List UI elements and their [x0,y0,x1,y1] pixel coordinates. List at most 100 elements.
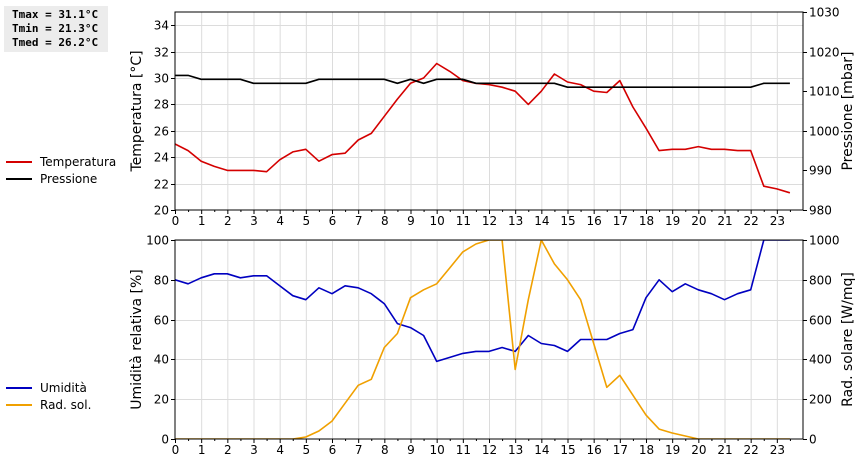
bottom-x-tick-label: 18 [639,443,654,457]
top-y-right-tick-label: 1010 [809,85,840,99]
top-y-right-tick-label: 1030 [809,6,840,20]
top-x-tick-label: 1 [198,214,206,228]
top-x-tick-label: 17 [613,214,628,228]
top-y-left-tick-label: 34 [154,19,169,33]
top-x-tick-label: 2 [224,214,232,228]
top-x-tick-label: 3 [250,214,258,228]
top-x-tick-label: 15 [560,214,575,228]
bottom-x-tick-label: 15 [560,443,575,457]
top-y-left-tick-label: 24 [154,151,169,165]
legend-item-pressione: Pressione [6,170,116,187]
top-x-tick-label: 12 [482,214,497,228]
bottom-y-left-tick-label: 20 [154,393,169,407]
top-x-tick-label: 20 [691,214,706,228]
top-y-left-axis-label: Temperatura [°C] [129,50,145,172]
top-x-tick-label: 9 [407,214,415,228]
legend-swatch-temperatura [6,160,32,163]
bottom-y-right-tick-label: 400 [809,353,832,367]
bottom-x-tick-label: 21 [717,443,732,457]
legend-label-temperatura: Temperatura [40,154,117,169]
legend-top: Temperatura Pressione [6,153,116,187]
top-y-right-tick-label: 1020 [809,46,840,60]
stats-box: Tmax = 31.1°C Tmin = 21.3°C Tmed = 26.2°… [4,6,108,52]
top-x-tick-label: 7 [355,214,363,228]
top-y-right-tick-label: 1000 [809,125,840,139]
bottom-x-tick-label: 6 [329,443,337,457]
top-x-tick-label: 6 [329,214,337,228]
bottom-x-tick-label: 3 [250,443,258,457]
bottom-y-left-tick-label: 0 [161,433,169,447]
legend-swatch-rad-sol [6,403,32,406]
legend-label-umidita: Umidità [40,380,87,395]
bottom-y-right-tick-label: 800 [809,274,832,288]
tmed-label: Tmed = 26.2°C [12,36,99,49]
bottom-x-tick-label: 16 [587,443,602,457]
bottom-x-tick-label: 22 [744,443,759,457]
top-y-right-tick-label: 990 [809,164,832,178]
top-x-tick-label: 8 [381,214,389,228]
legend-label-pressione: Pressione [40,171,98,186]
bottom-y-right-tick-label: 0 [809,433,817,447]
bottom-x-tick-label: 0 [172,443,180,457]
legend-label-rad-sol: Rad. sol. [40,397,92,412]
bottom-x-tick-label: 14 [534,443,549,457]
legend-item-rad-sol: Rad. sol. [6,396,91,413]
top-y-right-axis-label: Pressione [mbar] [840,51,856,170]
bottom-y-left-tick-label: 80 [154,274,169,288]
tmin-label: Tmin = 21.3°C [12,22,99,35]
top-x-tick-label: 13 [508,214,523,228]
top-y-right-tick-label: 980 [809,204,832,218]
legend-swatch-umidita [6,386,32,389]
top-x-tick-label: 18 [639,214,654,228]
series-line-pressione [175,74,790,88]
top-y-left-tick-label: 32 [154,46,169,60]
top-x-tick-label: 19 [665,214,680,228]
top-x-tick-label: 4 [276,214,284,228]
legend-item-umidita: Umidità [6,379,91,396]
bottom-x-tick-label: 8 [381,443,389,457]
top-y-left-tick-label: 26 [154,125,169,139]
top-y-left-tick-label: 22 [154,178,169,192]
bottom-x-tick-label: 2 [224,443,232,457]
bottom-x-tick-label: 19 [665,443,680,457]
series-line-rad-sol [175,240,790,439]
top-x-tick-label: 10 [430,214,445,228]
top-plot-border [174,11,804,211]
legend-bottom: Umidità Rad. sol. [6,379,91,413]
bottom-y-left-tick-label: 60 [154,314,169,328]
bottom-x-tick-label: 13 [508,443,523,457]
bottom-y-left-tick-label: 100 [146,234,169,248]
legend-item-temperatura: Temperatura [6,153,116,170]
top-y-left-tick-label: 28 [154,98,169,112]
bottom-x-tick-label: 7 [355,443,363,457]
top-x-tick-label: 0 [172,214,180,228]
bottom-x-tick-label: 5 [303,443,311,457]
series-line-umidit [175,240,790,363]
bottom-x-tick-label: 10 [430,443,445,457]
tmax-label: Tmax = 31.1°C [12,8,99,21]
bottom-x-tick-label: 9 [407,443,415,457]
top-x-tick-label: 22 [744,214,759,228]
bottom-y-left-tick-label: 40 [154,353,169,367]
bottom-x-tick-label: 1 [198,443,206,457]
top-x-tick-label: 5 [303,214,311,228]
top-x-tick-label: 14 [534,214,549,228]
top-x-tick-label: 23 [770,214,785,228]
bottom-plot-border [174,239,804,440]
bottom-x-tick-label: 23 [770,443,785,457]
bottom-x-tick-label: 4 [276,443,284,457]
bottom-y-right-tick-label: 200 [809,393,832,407]
bottom-y-right-tick-label: 600 [809,314,832,328]
bottom-y-right-axis-label: Rad. solare [W/mq] [840,272,856,407]
bottom-x-tick-label: 12 [482,443,497,457]
top-x-tick-label: 21 [717,214,732,228]
top-y-left-tick-label: 30 [154,72,169,86]
top-x-tick-label: 11 [456,214,471,228]
bottom-y-right-tick-label: 1000 [809,234,840,248]
bottom-x-tick-label: 17 [613,443,628,457]
bottom-x-tick-label: 11 [456,443,471,457]
legend-swatch-pressione [6,177,32,180]
bottom-x-tick-label: 20 [691,443,706,457]
top-x-tick-label: 16 [587,214,602,228]
